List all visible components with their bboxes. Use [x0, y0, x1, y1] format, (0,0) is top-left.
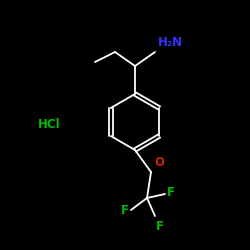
Text: H₂N: H₂N — [158, 36, 183, 49]
Text: F: F — [121, 204, 129, 216]
Text: F: F — [167, 186, 175, 198]
Text: F: F — [156, 220, 164, 233]
Text: HCl: HCl — [38, 118, 60, 132]
Text: O: O — [154, 156, 164, 169]
